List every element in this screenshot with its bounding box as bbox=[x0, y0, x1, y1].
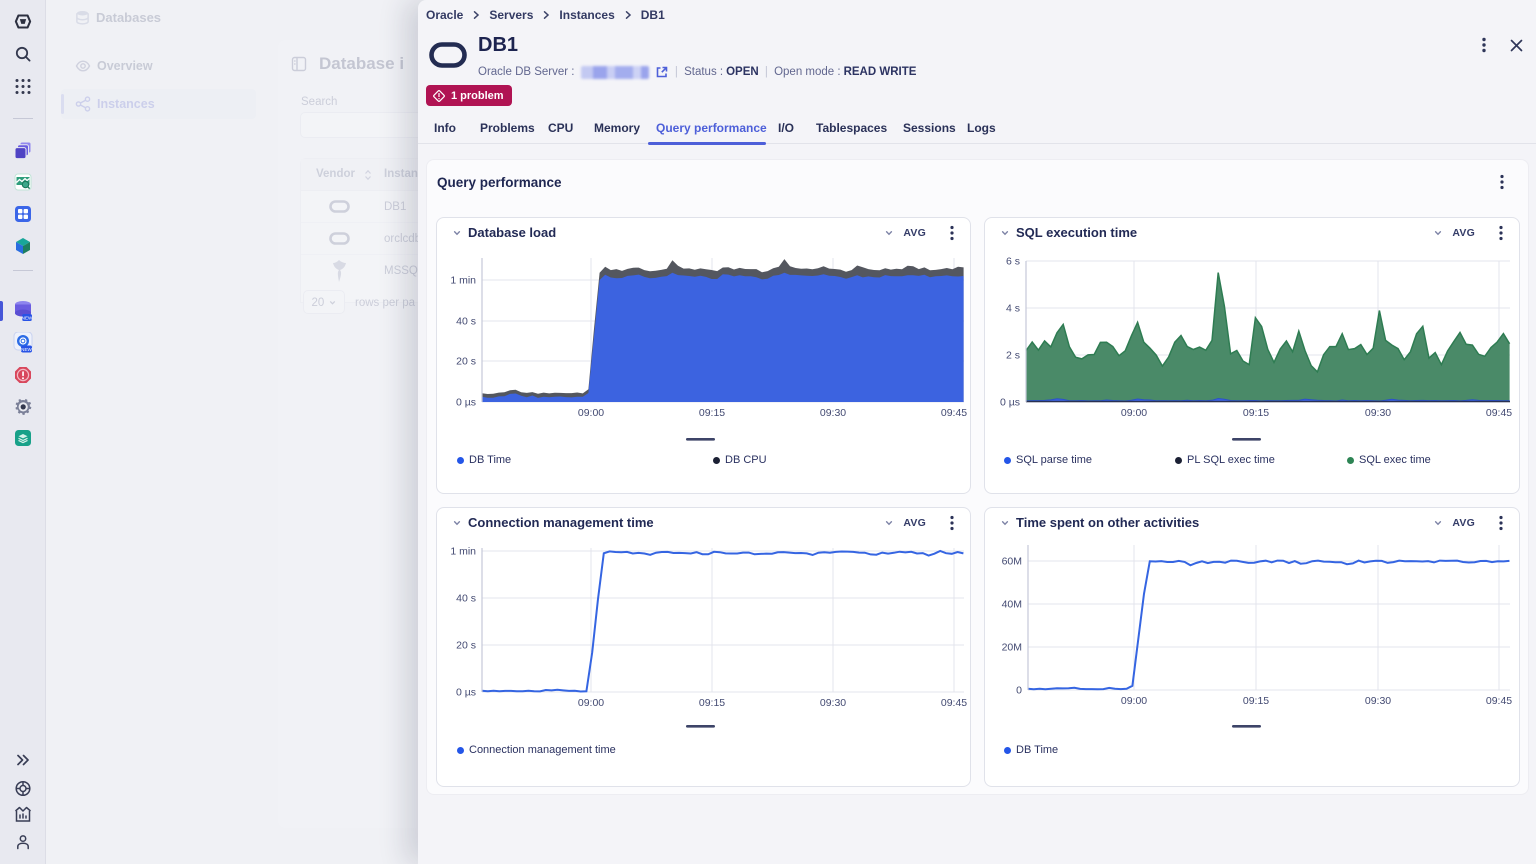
svg-text:4 s: 4 s bbox=[1006, 303, 1020, 315]
svg-text:40 s: 40 s bbox=[456, 316, 476, 328]
svg-text:0: 0 bbox=[1016, 685, 1022, 697]
svg-text:0 µs: 0 µs bbox=[1000, 397, 1020, 409]
svg-text:09:00: 09:00 bbox=[1121, 695, 1147, 707]
svg-text:2 s: 2 s bbox=[1006, 350, 1020, 362]
svg-text:09:00: 09:00 bbox=[578, 697, 604, 709]
svg-text:09:30: 09:30 bbox=[820, 407, 846, 419]
svg-text:40 s: 40 s bbox=[456, 593, 476, 605]
svg-text:09:30: 09:30 bbox=[1365, 695, 1391, 707]
svg-text:NEW: NEW bbox=[21, 347, 32, 352]
svg-text:09:45: 09:45 bbox=[941, 407, 967, 419]
svg-text:09:45: 09:45 bbox=[941, 697, 967, 709]
svg-text:09:15: 09:15 bbox=[1243, 695, 1269, 707]
svg-text:09:45: 09:45 bbox=[1486, 407, 1512, 419]
svg-text:09:30: 09:30 bbox=[1365, 407, 1391, 419]
svg-text:0 µs: 0 µs bbox=[456, 687, 476, 699]
svg-text:09:30: 09:30 bbox=[820, 697, 846, 709]
svg-text:40M: 40M bbox=[1002, 599, 1022, 611]
svg-text:20 s: 20 s bbox=[456, 640, 476, 652]
svg-text:20M: 20M bbox=[1002, 642, 1022, 654]
svg-text:09:15: 09:15 bbox=[699, 697, 725, 709]
svg-text:09:00: 09:00 bbox=[578, 407, 604, 419]
svg-text:20 s: 20 s bbox=[456, 356, 476, 368]
svg-text:09:15: 09:15 bbox=[699, 407, 725, 419]
svg-text:6 s: 6 s bbox=[1006, 256, 1020, 268]
svg-text:09:45: 09:45 bbox=[1486, 695, 1512, 707]
svg-text:1 min: 1 min bbox=[450, 546, 476, 558]
svg-text:60M: 60M bbox=[1002, 556, 1022, 568]
svg-text:NEW: NEW bbox=[21, 315, 32, 320]
svg-text:09:00: 09:00 bbox=[1121, 407, 1147, 419]
svg-text:1 min: 1 min bbox=[450, 275, 476, 287]
svg-text:09:15: 09:15 bbox=[1243, 407, 1269, 419]
svg-text:0 µs: 0 µs bbox=[456, 397, 476, 409]
